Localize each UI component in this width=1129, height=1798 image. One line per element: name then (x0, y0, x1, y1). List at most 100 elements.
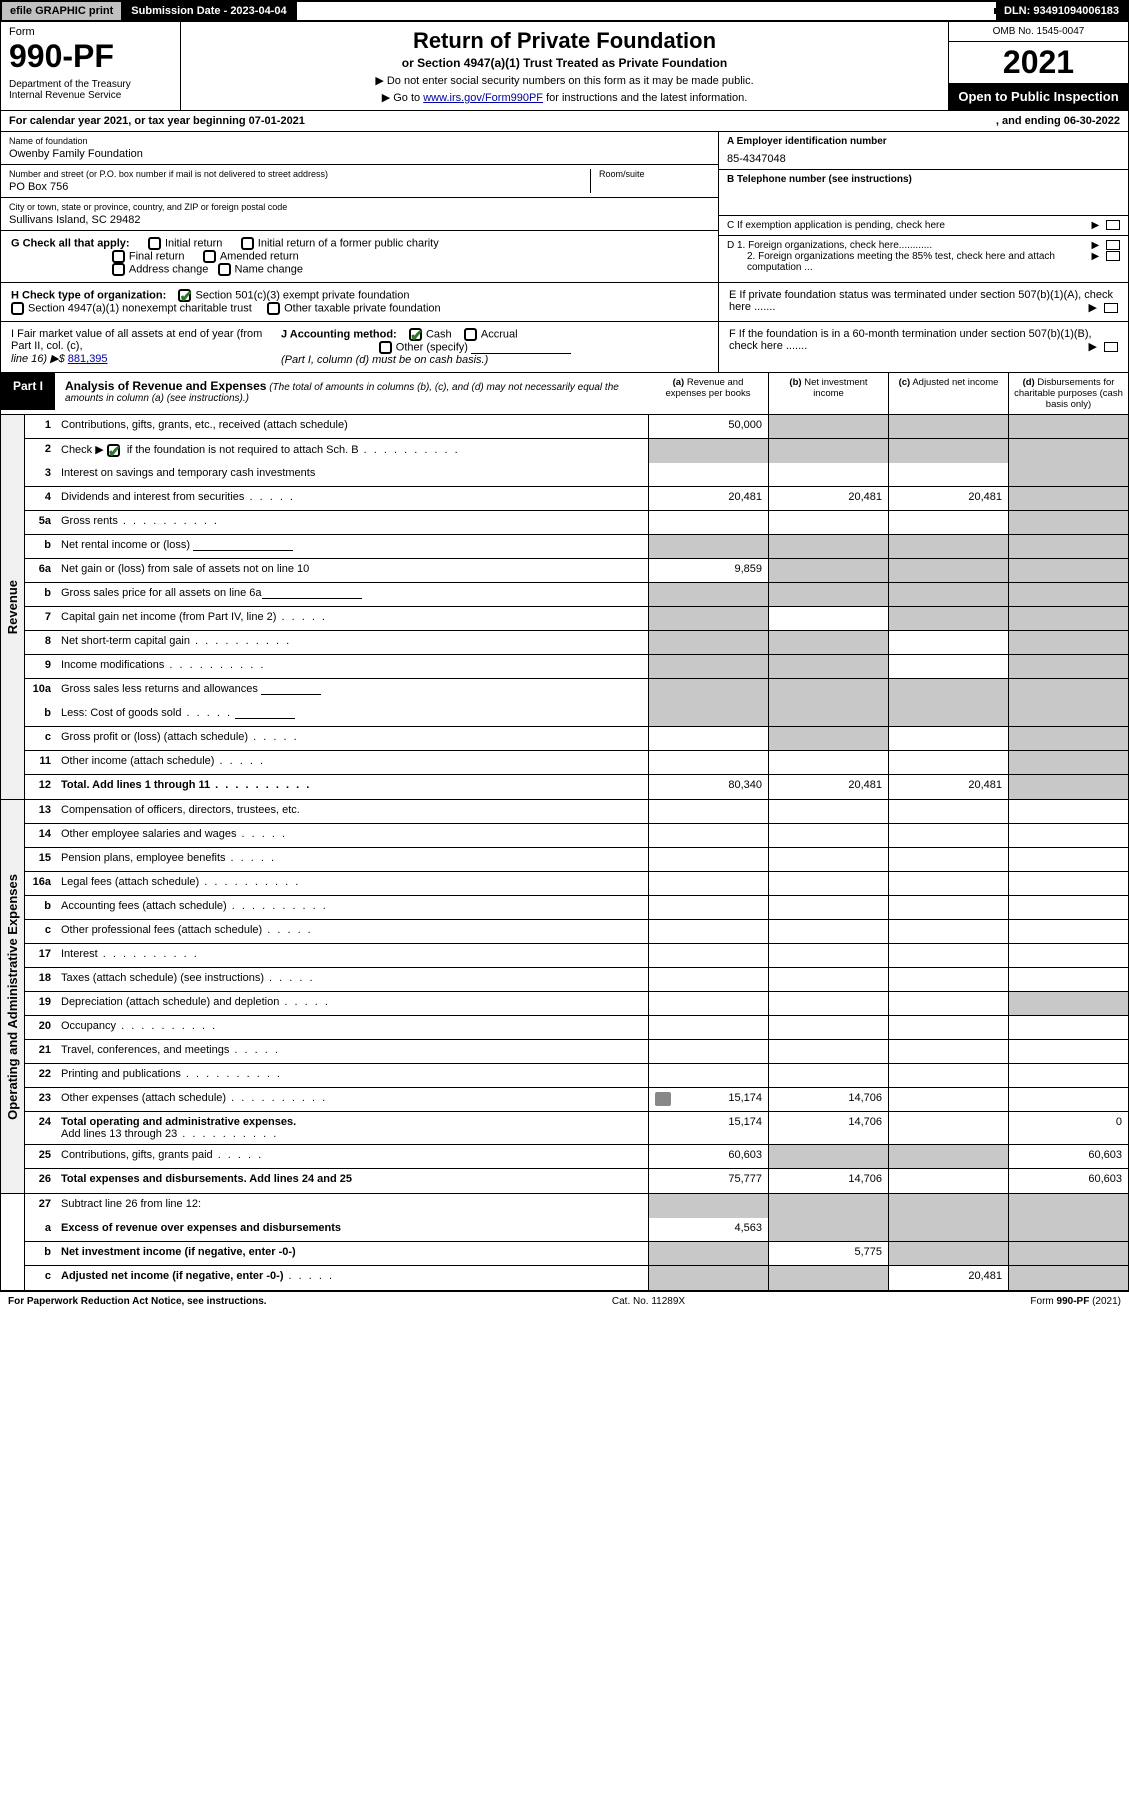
fmv-amount[interactable]: 881,395 (68, 353, 108, 365)
header-left: Form 990-PF Department of the TreasuryIn… (1, 22, 181, 110)
dln: DLN: 93491094006183 (996, 2, 1127, 20)
row-16b: bAccounting fees (attach schedule) (25, 896, 1128, 920)
instruct-1: ▶ Do not enter social security numbers o… (187, 74, 942, 87)
row-27-block: 27Subtract line 26 from line 12: aExcess… (25, 1194, 1128, 1290)
checkbox-e[interactable] (1104, 303, 1118, 313)
checkbox-f[interactable] (1104, 342, 1118, 352)
row-27a: aExcess of revenue over expenses and dis… (25, 1218, 1128, 1242)
checkbox-d1[interactable] (1106, 240, 1120, 250)
row-14: 14Other employee salaries and wages (25, 824, 1128, 848)
omb-number: OMB No. 1545-0047 (949, 22, 1128, 42)
checkbox-d2[interactable] (1106, 251, 1120, 261)
cal-year-begin: For calendar year 2021, or tax year begi… (9, 115, 996, 127)
dept-treasury: Department of the TreasuryInternal Reven… (9, 79, 172, 101)
form-title: Return of Private Foundation (187, 28, 942, 54)
ein-cell: A Employer identification number 85-4347… (719, 132, 1128, 170)
checkbox-initial[interactable] (148, 237, 161, 250)
row-2: 2Check ▶ if the foundation is not requir… (25, 439, 1128, 463)
row-18: 18Taxes (attach schedule) (see instructi… (25, 968, 1128, 992)
i-line: line 16) ▶$ (11, 353, 68, 365)
revenue-section: Revenue 1Contributions, gifts, grants, e… (0, 415, 1129, 800)
city-label: City or town, state or province, country… (9, 202, 710, 212)
c-cell: C If exemption application is pending, c… (719, 216, 1128, 236)
h-left: H Check type of organization: Section 50… (1, 283, 718, 321)
row-6a: 6aNet gain or (loss) from sale of assets… (25, 559, 1128, 583)
ein: 85-4347048 (727, 153, 1120, 165)
foundation-name: Owenby Family Foundation (9, 148, 710, 160)
h-label: H Check type of organization: (11, 289, 166, 301)
col-a-header: (a) Revenue and expenses per books (648, 373, 768, 414)
row-24: 24Total operating and administrative exp… (25, 1112, 1128, 1145)
row-1: 1Contributions, gifts, grants, etc., rec… (25, 415, 1128, 439)
addr: PO Box 756 (9, 181, 590, 193)
row-27: 27Subtract line 26 from line 12: (25, 1194, 1128, 1218)
foundation-info: Name of foundation Owenby Family Foundat… (0, 132, 1129, 283)
d2-label: 2. Foreign organizations meeting the 85%… (727, 251, 1067, 273)
checkbox-final[interactable] (112, 250, 125, 263)
j-note: (Part I, column (d) must be on cash basi… (281, 354, 488, 366)
info-left: Name of foundation Owenby Family Foundat… (1, 132, 718, 282)
section-ij: I Fair market value of all assets at end… (0, 322, 1129, 373)
checkbox-amended[interactable] (203, 250, 216, 263)
tax-year: 2021 (949, 42, 1128, 83)
checkbox-501c3[interactable] (178, 289, 191, 302)
col-d-header: (d) Disbursements for charitable purpose… (1008, 373, 1128, 414)
form-number: 990-PF (9, 38, 172, 75)
submission-date: Submission Date - 2023-04-04 (123, 2, 296, 20)
d-cell: D 1. Foreign organizations, check here..… (719, 236, 1128, 277)
checkbox-name-change[interactable] (218, 263, 231, 276)
e-label: E If private foundation status was termi… (729, 289, 1113, 313)
i-block: I Fair market value of all assets at end… (11, 328, 271, 366)
revenue-rows: 1Contributions, gifts, grants, etc., rec… (25, 415, 1128, 799)
row-17: 17Interest (25, 944, 1128, 968)
d1-label: D 1. Foreign organizations, check here..… (727, 240, 932, 251)
column-headers: (a) Revenue and expenses per books (b) N… (648, 373, 1128, 414)
row-13: 13Compensation of officers, directors, t… (25, 800, 1128, 824)
checkbox-addr-change[interactable] (112, 263, 125, 276)
cal-year-end: , and ending 06-30-2022 (996, 115, 1120, 127)
row-12: 12Total. Add lines 1 through 1180,34020,… (25, 775, 1128, 799)
checkbox-other-method[interactable] (379, 341, 392, 354)
checkbox-other-taxable[interactable] (267, 302, 280, 315)
city: Sullivans Island, SC 29482 (9, 214, 710, 226)
info-right: A Employer identification number 85-4347… (718, 132, 1128, 282)
name-label: Name of foundation (9, 136, 710, 146)
j-label: J Accounting method: (281, 328, 397, 340)
spacer (297, 8, 996, 14)
topbar: efile GRAPHIC print Submission Date - 20… (0, 0, 1129, 22)
efile-label[interactable]: efile GRAPHIC print (2, 2, 123, 20)
row-5a: 5aGross rents (25, 511, 1128, 535)
row-10b: bLess: Cost of goods sold (25, 703, 1128, 727)
col-c-header: (c) Adjusted net income (888, 373, 1008, 414)
row-26: 26Total expenses and disbursements. Add … (25, 1169, 1128, 1193)
ij-left: I Fair market value of all assets at end… (1, 322, 718, 372)
foundation-name-cell: Name of foundation Owenby Family Foundat… (1, 132, 718, 165)
row-16a: 16aLegal fees (attach schedule) (25, 872, 1128, 896)
city-cell: City or town, state or province, country… (1, 198, 718, 230)
revenue-label: Revenue (1, 415, 25, 799)
checkbox-4947[interactable] (11, 302, 24, 315)
row-10a: 10aGross sales less returns and allowanc… (25, 679, 1128, 703)
row-8: 8Net short-term capital gain (25, 631, 1128, 655)
schedule-icon[interactable] (655, 1092, 671, 1106)
phone-cell: B Telephone number (see instructions) (719, 170, 1128, 216)
footer-left: For Paperwork Reduction Act Notice, see … (8, 1296, 267, 1307)
expenses-rows: 13Compensation of officers, directors, t… (25, 800, 1128, 1193)
checkbox-cash[interactable] (409, 328, 422, 341)
row-25: 25Contributions, gifts, grants paid60,60… (25, 1145, 1128, 1169)
expenses-section: Operating and Administrative Expenses 13… (0, 800, 1129, 1194)
f-cell: F If the foundation is in a 60-month ter… (718, 322, 1128, 372)
open-public: Open to Public Inspection (949, 83, 1128, 110)
row-5b: bNet rental income or (loss) (25, 535, 1128, 559)
checkbox-c[interactable] (1106, 220, 1120, 230)
irs-link[interactable]: www.irs.gov/Form990PF (423, 92, 543, 104)
calendar-year-row: For calendar year 2021, or tax year begi… (0, 111, 1129, 132)
checkbox-sch-b[interactable] (107, 444, 120, 457)
checkbox-accrual[interactable] (464, 328, 477, 341)
row-3: 3Interest on savings and temporary cash … (25, 463, 1128, 487)
row-7: 7Capital gain net income (from Part IV, … (25, 607, 1128, 631)
row-11: 11Other income (attach schedule) (25, 751, 1128, 775)
checkbox-initial-former[interactable] (241, 237, 254, 250)
header-right: OMB No. 1545-0047 2021 Open to Public In… (948, 22, 1128, 110)
col-b-header: (b) Net investment income (768, 373, 888, 414)
